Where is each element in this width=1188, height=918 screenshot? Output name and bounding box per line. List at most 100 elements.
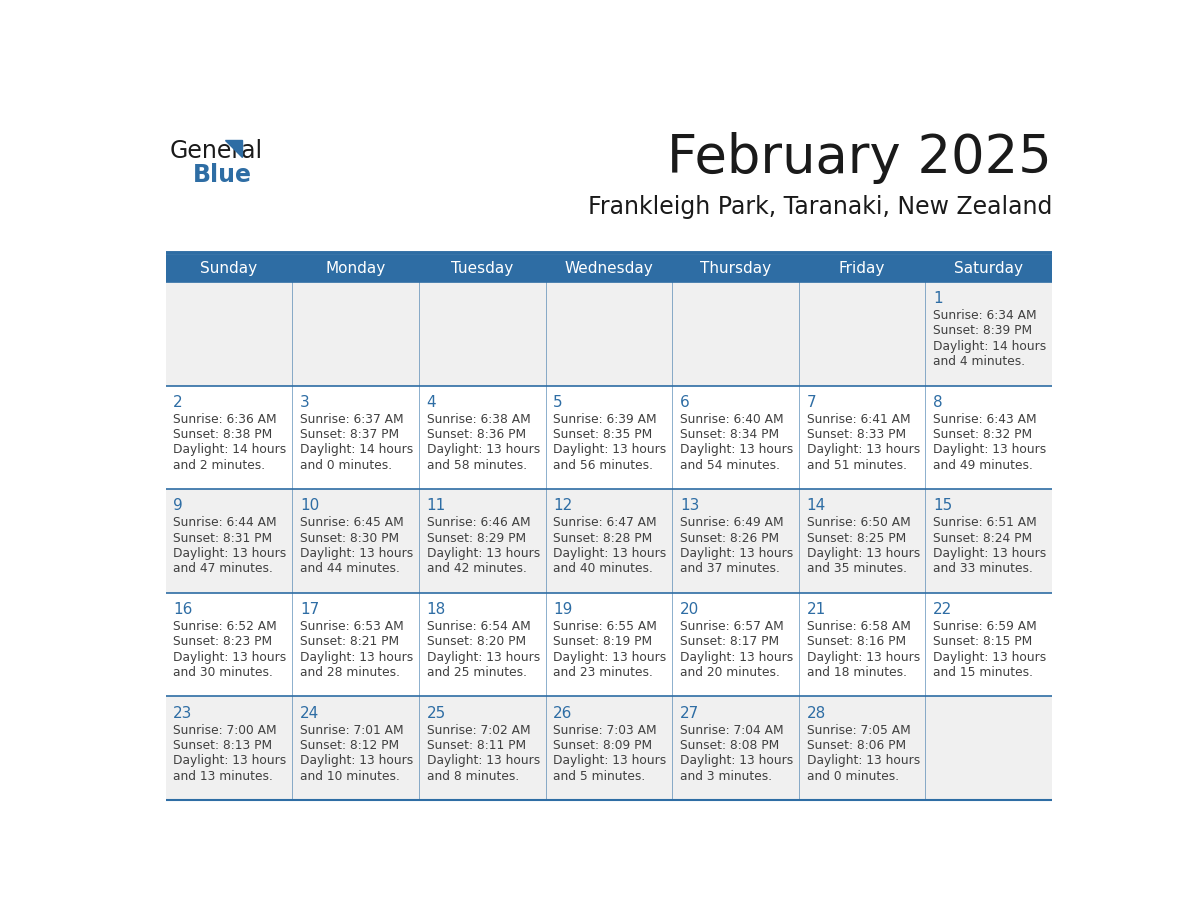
Text: Sunset: 8:37 PM: Sunset: 8:37 PM (299, 428, 399, 441)
Text: Sunset: 8:36 PM: Sunset: 8:36 PM (426, 428, 526, 441)
Text: and 28 minutes.: and 28 minutes. (299, 666, 400, 679)
Text: 19: 19 (554, 602, 573, 617)
FancyBboxPatch shape (165, 255, 1053, 282)
Text: and 18 minutes.: and 18 minutes. (807, 666, 906, 679)
Text: Sunset: 8:20 PM: Sunset: 8:20 PM (426, 635, 526, 648)
Text: and 49 minutes.: and 49 minutes. (934, 459, 1034, 472)
Text: Sunrise: 6:58 AM: Sunrise: 6:58 AM (807, 621, 910, 633)
Text: 20: 20 (680, 602, 700, 617)
Text: Sunset: 8:15 PM: Sunset: 8:15 PM (934, 635, 1032, 648)
Text: Sunset: 8:29 PM: Sunset: 8:29 PM (426, 532, 526, 544)
Text: and 44 minutes.: and 44 minutes. (299, 562, 400, 576)
Text: and 20 minutes.: and 20 minutes. (680, 666, 779, 679)
Text: Daylight: 13 hours: Daylight: 13 hours (426, 651, 539, 664)
Text: 15: 15 (934, 498, 953, 513)
Text: Sunday: Sunday (201, 261, 258, 276)
Text: and 25 minutes.: and 25 minutes. (426, 666, 526, 679)
Text: Sunset: 8:24 PM: Sunset: 8:24 PM (934, 532, 1032, 544)
Text: Sunset: 8:38 PM: Sunset: 8:38 PM (173, 428, 272, 441)
Text: Sunset: 8:39 PM: Sunset: 8:39 PM (934, 324, 1032, 338)
Text: Sunset: 8:21 PM: Sunset: 8:21 PM (299, 635, 399, 648)
Text: Sunrise: 7:04 AM: Sunrise: 7:04 AM (680, 723, 784, 737)
Text: Sunrise: 7:05 AM: Sunrise: 7:05 AM (807, 723, 910, 737)
Text: Sunrise: 6:34 AM: Sunrise: 6:34 AM (934, 309, 1037, 322)
Text: 8: 8 (934, 395, 943, 409)
Text: Daylight: 13 hours: Daylight: 13 hours (554, 651, 666, 664)
Text: Daylight: 14 hours: Daylight: 14 hours (299, 443, 413, 456)
Polygon shape (225, 140, 242, 157)
Text: Sunrise: 6:44 AM: Sunrise: 6:44 AM (173, 517, 277, 530)
Text: Sunrise: 6:46 AM: Sunrise: 6:46 AM (426, 517, 530, 530)
Text: Wednesday: Wednesday (564, 261, 653, 276)
Text: 27: 27 (680, 706, 700, 721)
Text: Sunrise: 6:45 AM: Sunrise: 6:45 AM (299, 517, 404, 530)
Text: and 23 minutes.: and 23 minutes. (554, 666, 653, 679)
Text: Sunrise: 6:52 AM: Sunrise: 6:52 AM (173, 621, 277, 633)
Text: Daylight: 13 hours: Daylight: 13 hours (934, 547, 1047, 560)
Text: Daylight: 13 hours: Daylight: 13 hours (426, 547, 539, 560)
Text: and 15 minutes.: and 15 minutes. (934, 666, 1034, 679)
Text: Daylight: 13 hours: Daylight: 13 hours (807, 651, 920, 664)
Text: 26: 26 (554, 706, 573, 721)
Text: Sunrise: 6:51 AM: Sunrise: 6:51 AM (934, 517, 1037, 530)
Text: 3: 3 (299, 395, 310, 409)
Text: and 56 minutes.: and 56 minutes. (554, 459, 653, 472)
FancyBboxPatch shape (165, 593, 1053, 697)
Text: Sunset: 8:13 PM: Sunset: 8:13 PM (173, 739, 272, 752)
Text: and 51 minutes.: and 51 minutes. (807, 459, 906, 472)
Text: Sunset: 8:19 PM: Sunset: 8:19 PM (554, 635, 652, 648)
Text: Daylight: 13 hours: Daylight: 13 hours (934, 651, 1047, 664)
Text: 16: 16 (173, 602, 192, 617)
Text: Daylight: 13 hours: Daylight: 13 hours (173, 755, 286, 767)
Text: 4: 4 (426, 395, 436, 409)
Text: 5: 5 (554, 395, 563, 409)
Text: Sunrise: 6:57 AM: Sunrise: 6:57 AM (680, 621, 784, 633)
FancyBboxPatch shape (165, 697, 1053, 800)
Text: Sunrise: 7:01 AM: Sunrise: 7:01 AM (299, 723, 404, 737)
Text: Sunset: 8:08 PM: Sunset: 8:08 PM (680, 739, 779, 752)
Text: Sunset: 8:16 PM: Sunset: 8:16 PM (807, 635, 905, 648)
Text: and 5 minutes.: and 5 minutes. (554, 769, 645, 782)
Text: Daylight: 13 hours: Daylight: 13 hours (426, 755, 539, 767)
Text: Sunrise: 6:43 AM: Sunrise: 6:43 AM (934, 413, 1037, 426)
Text: Sunrise: 6:40 AM: Sunrise: 6:40 AM (680, 413, 784, 426)
Text: Sunset: 8:32 PM: Sunset: 8:32 PM (934, 428, 1032, 441)
Text: and 40 minutes.: and 40 minutes. (554, 562, 653, 576)
Text: Saturday: Saturday (954, 261, 1023, 276)
Text: Daylight: 13 hours: Daylight: 13 hours (680, 651, 794, 664)
Text: Sunrise: 6:38 AM: Sunrise: 6:38 AM (426, 413, 530, 426)
Text: 28: 28 (807, 706, 826, 721)
Text: 7: 7 (807, 395, 816, 409)
Text: Daylight: 13 hours: Daylight: 13 hours (680, 547, 794, 560)
Text: Daylight: 13 hours: Daylight: 13 hours (173, 547, 286, 560)
Text: Sunrise: 6:49 AM: Sunrise: 6:49 AM (680, 517, 784, 530)
Text: and 33 minutes.: and 33 minutes. (934, 562, 1034, 576)
Text: Sunset: 8:31 PM: Sunset: 8:31 PM (173, 532, 272, 544)
Text: Daylight: 13 hours: Daylight: 13 hours (680, 755, 794, 767)
Text: Sunset: 8:17 PM: Sunset: 8:17 PM (680, 635, 779, 648)
Text: Daylight: 13 hours: Daylight: 13 hours (807, 443, 920, 456)
Text: Sunset: 8:34 PM: Sunset: 8:34 PM (680, 428, 779, 441)
Text: Sunrise: 6:53 AM: Sunrise: 6:53 AM (299, 621, 404, 633)
Text: and 58 minutes.: and 58 minutes. (426, 459, 526, 472)
FancyBboxPatch shape (165, 282, 1053, 386)
Text: Sunset: 8:06 PM: Sunset: 8:06 PM (807, 739, 905, 752)
Text: Sunrise: 6:55 AM: Sunrise: 6:55 AM (554, 621, 657, 633)
Text: 23: 23 (173, 706, 192, 721)
Text: and 4 minutes.: and 4 minutes. (934, 355, 1025, 368)
Text: Sunrise: 7:02 AM: Sunrise: 7:02 AM (426, 723, 530, 737)
Text: and 47 minutes.: and 47 minutes. (173, 562, 273, 576)
Text: Monday: Monday (326, 261, 386, 276)
Text: Sunrise: 6:37 AM: Sunrise: 6:37 AM (299, 413, 404, 426)
Text: Thursday: Thursday (700, 261, 771, 276)
Text: and 42 minutes.: and 42 minutes. (426, 562, 526, 576)
Text: 22: 22 (934, 602, 953, 617)
Text: Sunrise: 6:36 AM: Sunrise: 6:36 AM (173, 413, 277, 426)
Text: Sunrise: 6:39 AM: Sunrise: 6:39 AM (554, 413, 657, 426)
Text: Daylight: 13 hours: Daylight: 13 hours (299, 651, 413, 664)
Text: Frankleigh Park, Taranaki, New Zealand: Frankleigh Park, Taranaki, New Zealand (588, 195, 1053, 218)
Text: Friday: Friday (839, 261, 885, 276)
Text: Sunset: 8:30 PM: Sunset: 8:30 PM (299, 532, 399, 544)
Text: 6: 6 (680, 395, 690, 409)
Text: Sunset: 8:23 PM: Sunset: 8:23 PM (173, 635, 272, 648)
